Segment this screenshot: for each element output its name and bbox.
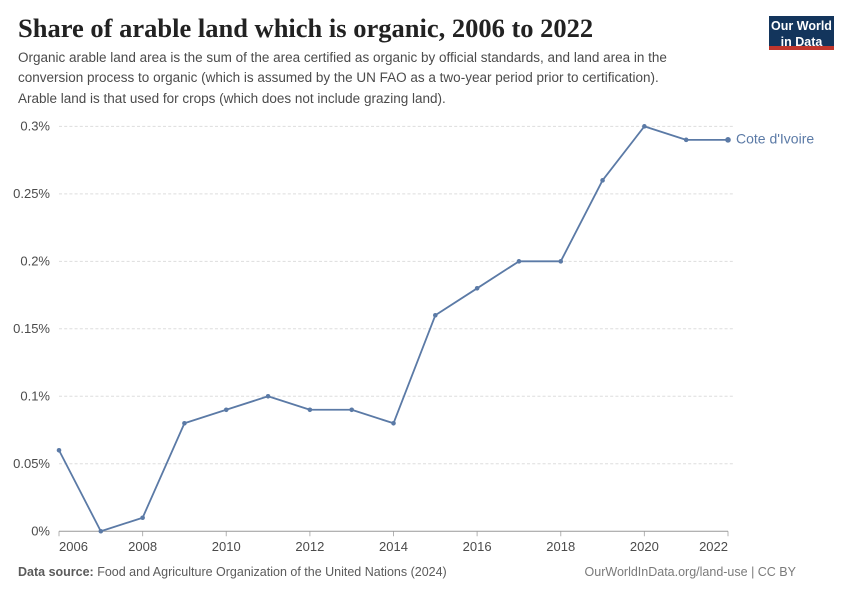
svg-text:2006: 2006 — [59, 539, 88, 554]
svg-text:0.05%: 0.05% — [13, 456, 50, 471]
svg-text:2018: 2018 — [546, 539, 575, 554]
svg-text:0.3%: 0.3% — [20, 119, 50, 134]
svg-text:2020: 2020 — [630, 539, 659, 554]
svg-text:2012: 2012 — [295, 539, 324, 554]
svg-text:2016: 2016 — [463, 539, 492, 554]
svg-text:Cote d'Ivoire: Cote d'Ivoire — [736, 131, 814, 147]
svg-text:0%: 0% — [31, 523, 50, 538]
svg-text:0.2%: 0.2% — [20, 253, 50, 268]
svg-text:0.1%: 0.1% — [20, 388, 50, 403]
svg-text:0.15%: 0.15% — [13, 321, 50, 336]
svg-text:2022: 2022 — [699, 539, 728, 554]
svg-text:2014: 2014 — [379, 539, 408, 554]
svg-text:0.25%: 0.25% — [13, 186, 50, 201]
svg-text:2008: 2008 — [128, 539, 157, 554]
svg-text:2010: 2010 — [212, 539, 241, 554]
